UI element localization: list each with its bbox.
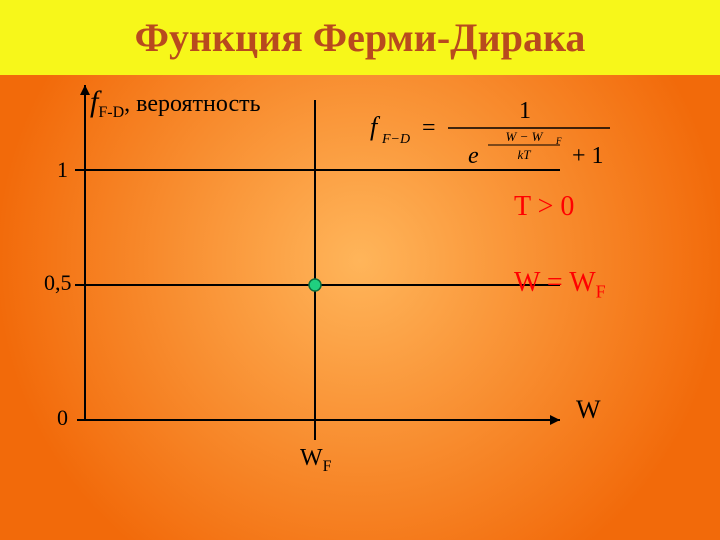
slide-body: fF-D, вероятность 1 0,5 0 WF W T > 0 W =… [0, 75, 720, 540]
annotation-temp: T > 0 [514, 191, 574, 223]
slide-root: Функция Ферми-Дирака fF-D, вероятность 1… [0, 0, 720, 540]
title-bar: Функция Ферми-Дирака [0, 0, 720, 75]
x-marker-wf: WF [300, 445, 332, 476]
annotation-energy: W = WF [514, 267, 606, 303]
x-marker-wf-sub: F [323, 458, 332, 475]
formula-lhs-sub: F−D [381, 132, 410, 147]
formula-denom-plus1: + 1 [572, 143, 604, 169]
fermi-dirac-formula: f F−D = 1 e W − W F kT + 1 [360, 83, 640, 173]
annotation-energy-prefix: W = W [514, 267, 596, 298]
formula-equals: = [422, 115, 436, 141]
y-tick-0: 0 [57, 405, 68, 431]
formula-denom-e: e [468, 143, 479, 169]
y-axis-label: fF-D, вероятность [90, 85, 261, 122]
chart-marker-point [309, 279, 321, 291]
formula-exp-num: W − W [506, 129, 544, 144]
y-tick-05: 0,5 [44, 270, 72, 296]
annotation-energy-sub: F [596, 282, 606, 302]
y-tick-1: 1 [57, 157, 68, 183]
x-axis-arrow [550, 415, 560, 425]
y-axis-label-sub: F-D [98, 104, 124, 121]
formula-exp-den: kT [518, 147, 532, 162]
formula-lhs-f: f [370, 112, 381, 141]
slide-title: Функция Ферми-Дирака [135, 14, 586, 61]
formula-numerator: 1 [519, 98, 531, 124]
y-axis-arrow [80, 85, 90, 95]
formula-exp-num-sub: F [555, 136, 562, 146]
formula-svg: f F−D = 1 e W − W F kT + 1 [360, 83, 640, 173]
y-axis-label-suffix: , вероятность [124, 91, 260, 117]
x-marker-wf-main: W [300, 445, 323, 471]
x-axis-label: W [576, 395, 601, 425]
